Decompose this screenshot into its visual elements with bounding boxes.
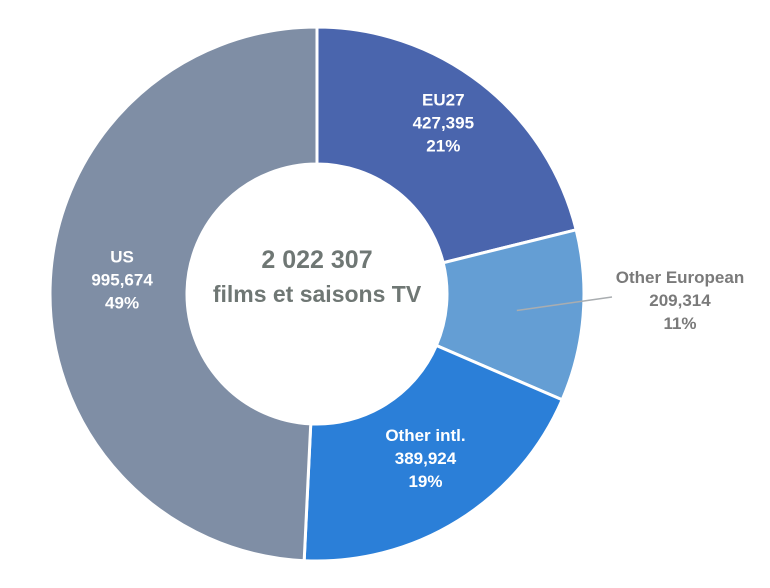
slice-other-intl <box>302 343 565 563</box>
slice-us <box>48 25 319 563</box>
label-percent-eu27: 21% <box>426 137 460 156</box>
slices-group <box>48 25 586 563</box>
label-category-us: US <box>110 247 134 266</box>
leader-line-other-european <box>516 296 613 312</box>
label-value-other-intl: 389,924 <box>395 449 457 468</box>
label-value-us: 995,674 <box>91 270 153 289</box>
label-percent-us: 49% <box>105 293 139 312</box>
center-total-label: 2 022 307 <box>261 246 372 274</box>
center-caption-label: films et saisons TV <box>213 281 422 307</box>
label-category-other-european: Other European <box>616 268 744 287</box>
slice-eu27 <box>315 25 578 265</box>
label-value-eu27: 427,395 <box>413 114 474 133</box>
label-percent-other-european: 11% <box>663 314 696 333</box>
label-value-other-european: 209,314 <box>649 291 711 310</box>
label-category-eu27: EU27 <box>422 91 465 110</box>
label-category-other-intl: Other intl. <box>385 426 465 445</box>
labels-group: EU27 427,395 21% Other European 209,314 11% Ot… <box>91 91 744 491</box>
label-percent-other-intl: 19% <box>408 472 442 491</box>
